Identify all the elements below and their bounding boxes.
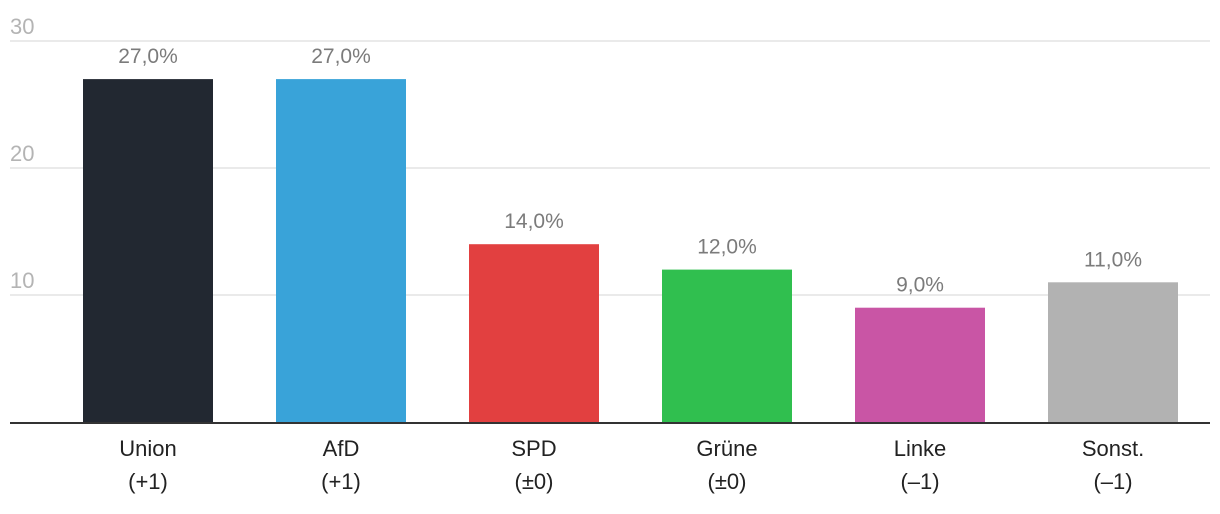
category-label: SPD [511,436,556,461]
value-labels: 27,0% 27,0% 14,0% 12,0% 9,0% 11,0% [118,45,1142,297]
bars [83,79,1178,422]
value-label: 27,0% [118,45,178,68]
change-label: (–1) [900,469,939,494]
change-label: (±0) [515,469,554,494]
y-tick-label: 10 [10,268,34,293]
y-axis-ticks: 10 20 30 [10,14,34,293]
bar-spd [469,244,599,422]
value-label: 12,0% [697,236,757,259]
y-tick-label: 30 [10,14,34,39]
category-label: Sonst. [1082,436,1144,461]
change-label: (–1) [1093,469,1132,494]
category-label: Linke [894,436,947,461]
x-axis-labels: Union (+1) AfD (+1) SPD (±0) Grüne (±0) Linke (–1… [119,436,1144,494]
category-label: Union [119,436,176,461]
bar-gr-ne [662,269,792,422]
value-label: 11,0% [1084,248,1142,271]
change-label: (±0) [708,469,747,494]
change-label: (+1) [128,469,168,494]
bar-sonst- [1048,282,1178,422]
value-label: 14,0% [504,210,564,233]
change-label: (+1) [321,469,361,494]
y-tick-label: 20 [10,141,34,166]
bar-union [83,79,213,422]
category-label: AfD [323,436,360,461]
value-label: 9,0% [896,274,944,297]
category-label: Grüne [696,436,757,461]
value-label: 27,0% [311,45,371,68]
bar-afd [276,79,406,422]
bar-linke [855,307,985,422]
